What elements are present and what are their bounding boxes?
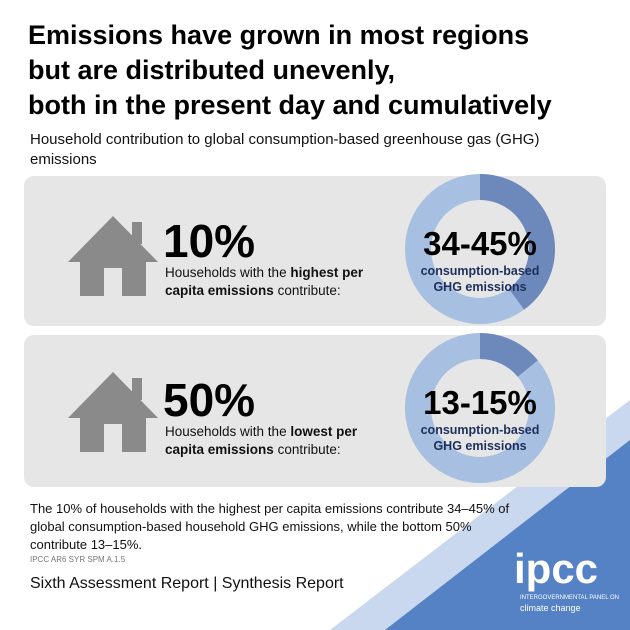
source: IPCC AR6 SYR SPM A.1.5 xyxy=(30,555,126,564)
donut-segment xyxy=(480,333,538,377)
description-text: Households with the xyxy=(165,424,291,439)
subtitle: Household contribution to global consump… xyxy=(30,131,540,168)
logo-subtext: climate change xyxy=(520,603,581,613)
panel xyxy=(24,176,606,326)
description-bold: lowest per capita emissions xyxy=(165,424,358,457)
background-band xyxy=(385,440,630,630)
description: Households with the highest per capita e… xyxy=(165,264,380,300)
panel xyxy=(24,335,606,487)
description-text: contribute: xyxy=(273,442,341,457)
description: Households with the lowest per capita em… xyxy=(165,423,380,459)
logo: ipcc xyxy=(514,545,599,592)
house-door xyxy=(104,424,122,452)
title: Emissions have grown in most regions but… xyxy=(28,18,552,123)
house-icon xyxy=(68,216,158,296)
description-text: Households with the xyxy=(165,265,291,280)
range: 34-45% xyxy=(423,225,537,262)
donut-segment xyxy=(480,174,555,310)
description-bold: highest per capita emissions xyxy=(165,265,364,298)
summary: The 10% of households with the highest p… xyxy=(30,501,510,552)
range: 13-15% xyxy=(423,384,537,421)
report-name: Sixth Assessment Report | Synthesis Repo… xyxy=(30,575,344,592)
percent: 50% xyxy=(163,374,256,426)
title-line: both in the present day and cumulatively xyxy=(28,90,552,120)
description-text: contribute: xyxy=(273,283,341,298)
range-caption: consumption-based GHG emissions xyxy=(420,423,540,453)
title-line: Emissions have grown in most regions xyxy=(28,20,530,50)
title-line: but are distributed unevenly, xyxy=(28,55,396,85)
logo-subtext: INTERGOVERNMENTAL PANEL ON xyxy=(520,595,620,601)
house-icon xyxy=(68,372,158,452)
range-caption: consumption-based GHG emissions xyxy=(420,264,540,294)
house-door xyxy=(104,268,122,296)
percent: 10% xyxy=(163,215,256,267)
